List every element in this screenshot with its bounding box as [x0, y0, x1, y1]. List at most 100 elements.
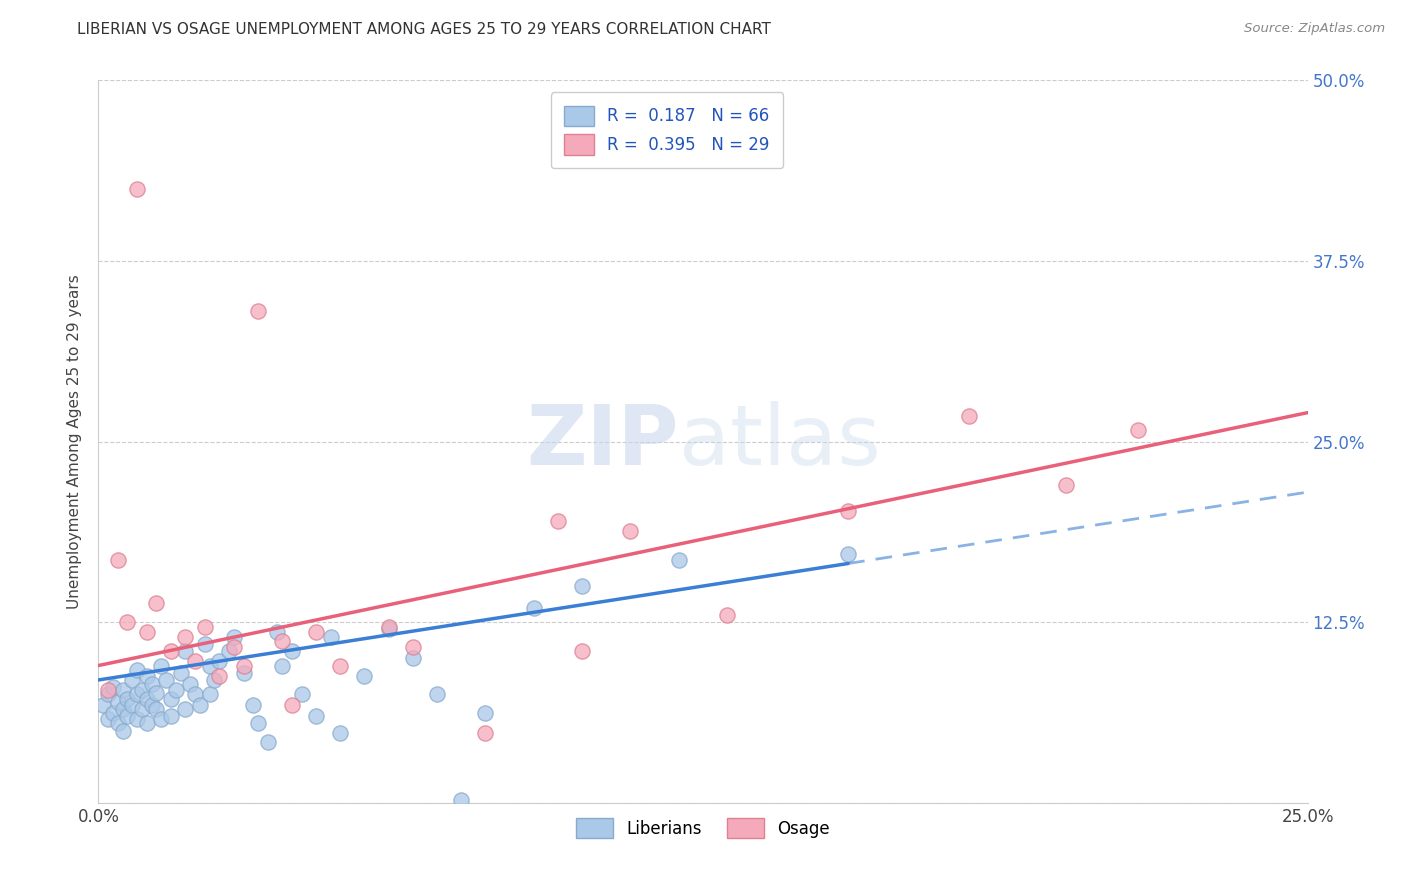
- Point: [117, 709, 139, 723]
- Point: [208, 654, 231, 668]
- Point: [135, 691, 157, 706]
- Text: Source: ZipAtlas.com: Source: ZipAtlas.com: [1244, 22, 1385, 36]
- Point: [957, 409, 980, 423]
- Point: [1054, 478, 1077, 492]
- Point: [117, 615, 139, 630]
- Point: [547, 514, 569, 528]
- Point: [256, 735, 278, 749]
- Point: [107, 553, 129, 567]
- Point: [194, 619, 217, 633]
- Point: [319, 630, 342, 644]
- Point: [97, 712, 120, 726]
- Point: [155, 673, 177, 687]
- Point: [145, 596, 167, 610]
- Point: [127, 182, 149, 196]
- Point: [160, 691, 183, 706]
- Point: [160, 709, 183, 723]
- Point: [135, 668, 157, 682]
- Point: [247, 716, 270, 731]
- Point: [716, 607, 738, 622]
- Legend: Liberians, Osage: Liberians, Osage: [569, 812, 837, 845]
- Point: [837, 504, 859, 518]
- Point: [169, 665, 191, 680]
- Point: [184, 687, 207, 701]
- Point: [194, 637, 217, 651]
- Point: [281, 644, 304, 658]
- Point: [353, 668, 375, 682]
- Point: [117, 691, 139, 706]
- Point: [523, 600, 546, 615]
- Point: [450, 793, 472, 807]
- Point: [619, 524, 641, 538]
- Point: [402, 651, 425, 665]
- Point: [1128, 423, 1150, 437]
- Point: [179, 677, 201, 691]
- Point: [290, 687, 312, 701]
- Point: [111, 702, 134, 716]
- Point: [160, 644, 183, 658]
- Point: [145, 702, 167, 716]
- Point: [111, 683, 134, 698]
- Point: [111, 723, 134, 738]
- Text: atlas: atlas: [679, 401, 880, 482]
- Point: [571, 579, 593, 593]
- Point: [174, 702, 197, 716]
- Point: [305, 709, 328, 723]
- Point: [377, 623, 399, 637]
- Point: [271, 658, 294, 673]
- Point: [107, 716, 129, 731]
- Point: [837, 547, 859, 561]
- Point: [150, 712, 173, 726]
- Point: [222, 640, 245, 654]
- Point: [198, 687, 221, 701]
- Text: LIBERIAN VS OSAGE UNEMPLOYMENT AMONG AGES 25 TO 29 YEARS CORRELATION CHART: LIBERIAN VS OSAGE UNEMPLOYMENT AMONG AGE…: [77, 22, 772, 37]
- Point: [174, 644, 197, 658]
- Point: [222, 630, 245, 644]
- Point: [232, 658, 254, 673]
- Point: [426, 687, 449, 701]
- Point: [97, 687, 120, 701]
- Point: [127, 687, 149, 701]
- Y-axis label: Unemployment Among Ages 25 to 29 years: Unemployment Among Ages 25 to 29 years: [67, 274, 83, 609]
- Point: [668, 553, 690, 567]
- Point: [91, 698, 114, 712]
- Point: [150, 658, 173, 673]
- Point: [127, 663, 149, 677]
- Point: [184, 654, 207, 668]
- Point: [266, 625, 288, 640]
- Point: [127, 712, 149, 726]
- Point: [247, 304, 270, 318]
- Point: [329, 726, 352, 740]
- Point: [135, 625, 157, 640]
- Point: [121, 673, 143, 687]
- Point: [208, 668, 231, 682]
- Point: [101, 680, 124, 694]
- Point: [474, 726, 496, 740]
- Point: [131, 702, 153, 716]
- Text: ZIP: ZIP: [526, 401, 679, 482]
- Point: [305, 625, 328, 640]
- Point: [242, 698, 264, 712]
- Point: [271, 634, 294, 648]
- Point: [131, 683, 153, 698]
- Point: [174, 630, 197, 644]
- Point: [141, 677, 163, 691]
- Point: [474, 706, 496, 721]
- Point: [204, 673, 226, 687]
- Point: [218, 644, 240, 658]
- Point: [107, 695, 129, 709]
- Point: [377, 619, 399, 633]
- Point: [402, 640, 425, 654]
- Point: [101, 706, 124, 721]
- Point: [141, 698, 163, 712]
- Point: [97, 683, 120, 698]
- Point: [232, 665, 254, 680]
- Point: [329, 658, 352, 673]
- Point: [281, 698, 304, 712]
- Point: [571, 644, 593, 658]
- Point: [198, 658, 221, 673]
- Point: [165, 683, 187, 698]
- Point: [121, 698, 143, 712]
- Point: [188, 698, 211, 712]
- Point: [145, 686, 167, 700]
